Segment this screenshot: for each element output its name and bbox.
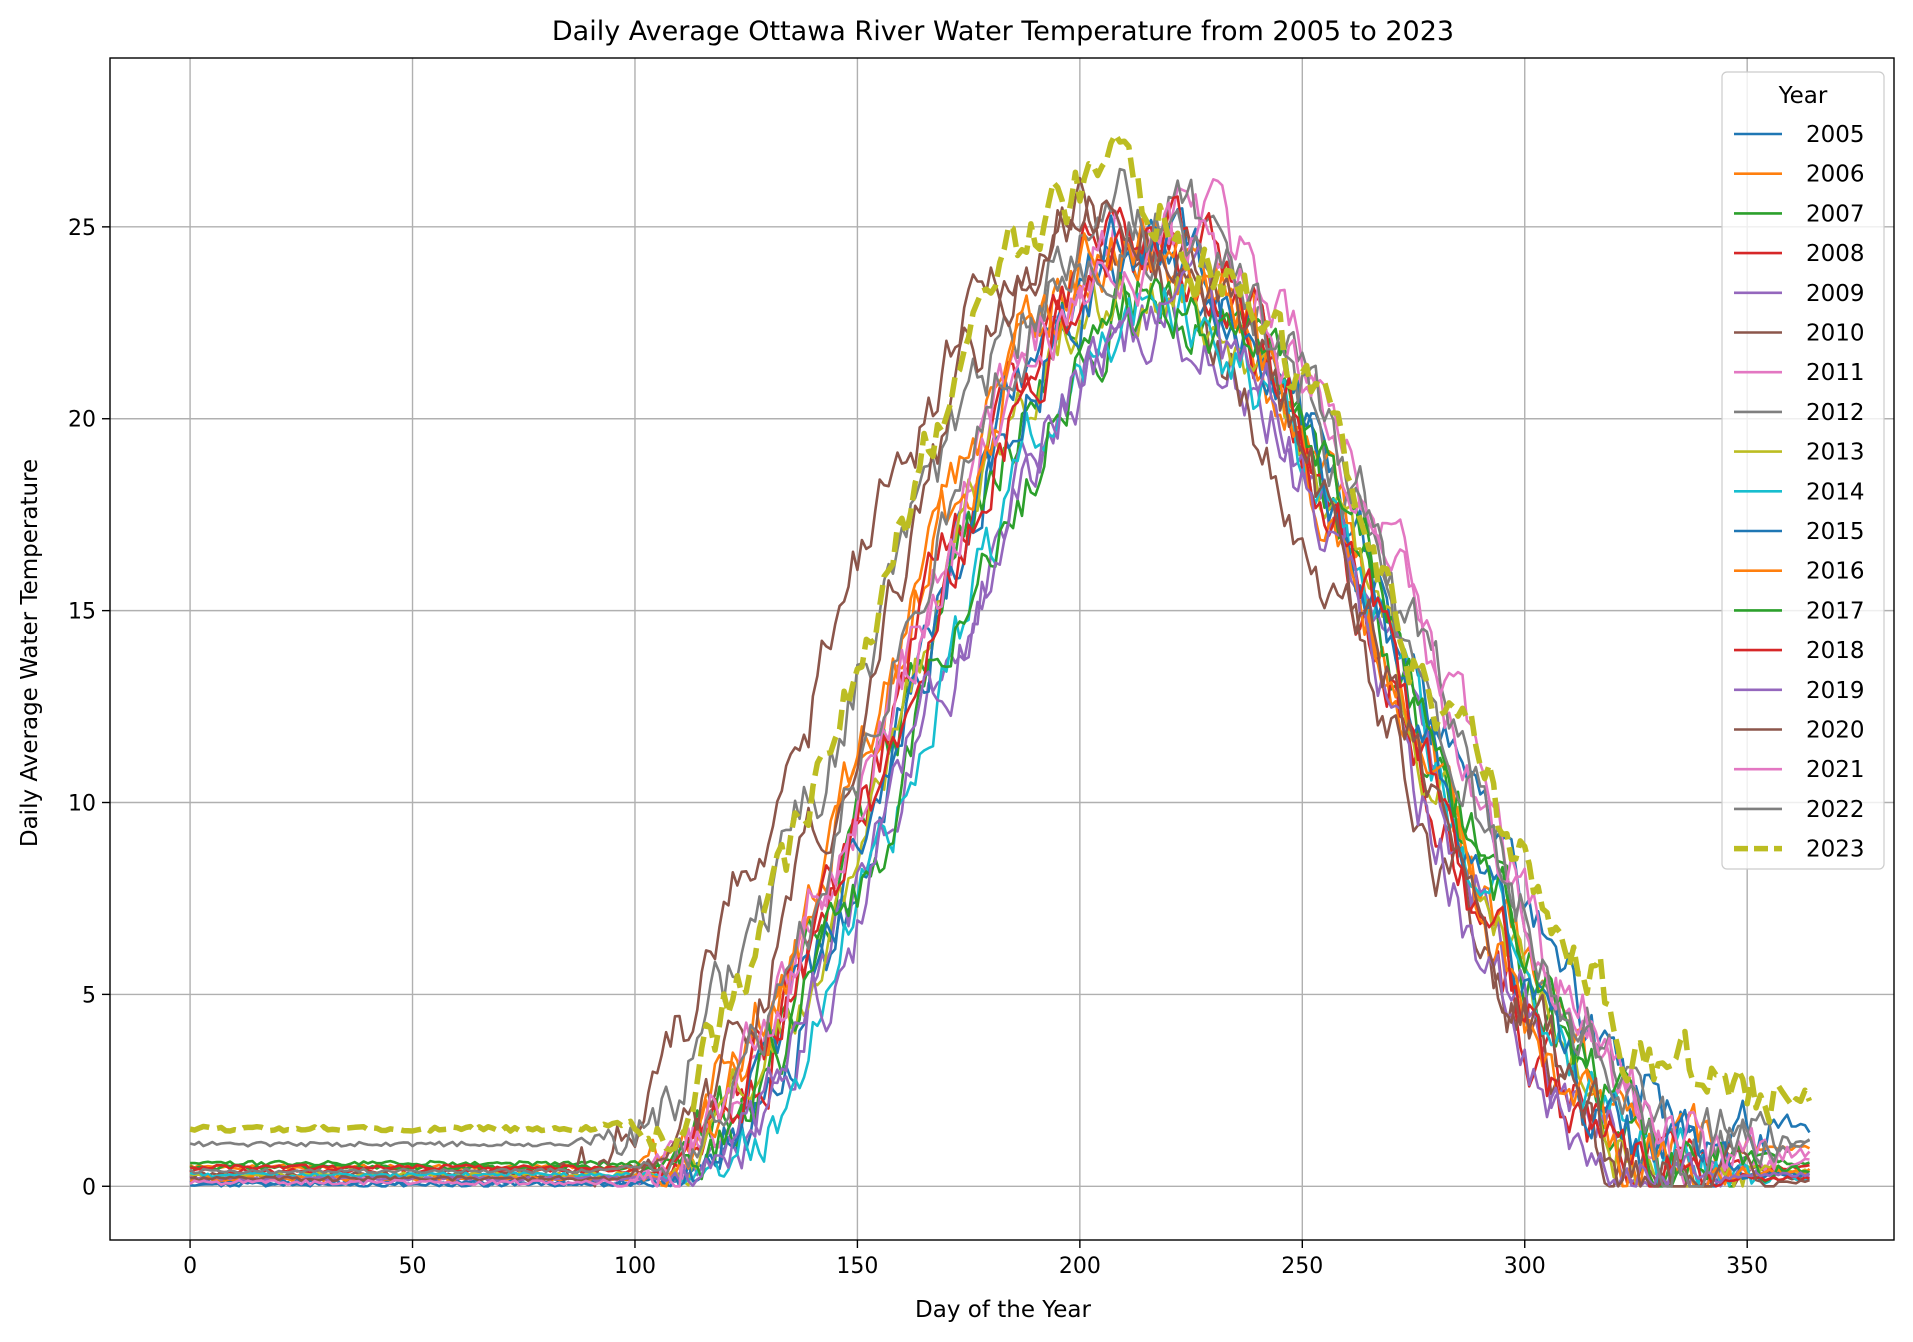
x-tick-label: 100	[614, 1254, 656, 1279]
x-axis-label: Day of the Year	[915, 1297, 1092, 1323]
legend-label-2008: 2008	[1806, 241, 1865, 267]
legend-label-2017: 2017	[1806, 598, 1865, 624]
legend-label-2019: 2019	[1806, 678, 1865, 704]
legend-frame	[1721, 71, 1885, 870]
legend-label-2021: 2021	[1806, 757, 1865, 783]
series-line-2020	[189, 176, 1810, 1188]
x-tick-label: 250	[1281, 1254, 1323, 1279]
legend-label-2015: 2015	[1806, 519, 1865, 545]
axis-ticks: 0 50 100 150 200 250 300 350 0 5 10 15 20 25	[68, 216, 1768, 1279]
legend-label-2023: 2023	[1806, 837, 1865, 863]
y-tick-label: 0	[82, 1175, 96, 1200]
y-tick-label: 5	[82, 983, 96, 1008]
legend-label-2010: 2010	[1806, 321, 1865, 347]
series-line-2022	[189, 208, 1811, 1188]
legend-label-2012: 2012	[1806, 400, 1865, 426]
legend-label-2013: 2013	[1806, 440, 1865, 466]
series-line-2017	[189, 271, 1810, 1188]
legend-label-2011: 2011	[1806, 360, 1865, 386]
y-axis-label: Daily Average Water Temperature	[17, 459, 43, 847]
x-tick-label: 300	[1504, 1254, 1546, 1279]
legend-label-2005: 2005	[1806, 122, 1865, 148]
legend-label-2020: 2020	[1806, 718, 1865, 744]
y-tick-label: 20	[68, 408, 96, 433]
legend-label-2006: 2006	[1806, 162, 1865, 188]
x-tick-label: 150	[836, 1254, 878, 1279]
x-tick-label: 0	[183, 1254, 197, 1279]
legend-label-2022: 2022	[1806, 797, 1865, 823]
legend-label-2016: 2016	[1806, 559, 1865, 585]
legend-label-2009: 2009	[1806, 281, 1865, 307]
series-lines	[189, 131, 1813, 1188]
series-line-2019	[189, 242, 1811, 1188]
y-tick-label: 10	[68, 792, 96, 817]
plot-frame	[109, 57, 1895, 1241]
series-line-2018	[190, 195, 1810, 1188]
x-tick-label: 350	[1726, 1254, 1768, 1279]
x-tick-label: 200	[1059, 1254, 1101, 1279]
legend-label-2014: 2014	[1806, 479, 1865, 505]
legend-label-2007: 2007	[1806, 201, 1865, 227]
series-line-2012	[189, 167, 1811, 1165]
series-line-2005	[190, 218, 1811, 1188]
legend: Year 2005 2006 2007 2008 2009 2010 2011 2012 2013…	[1721, 71, 1885, 870]
chart-title: Daily Average Ottawa River Water Tempera…	[552, 16, 1454, 47]
series-line-2023	[189, 131, 1813, 1153]
y-tick-label: 15	[68, 600, 96, 625]
legend-label-2018: 2018	[1806, 638, 1865, 664]
series-line-2021	[189, 201, 1811, 1188]
legend-title: Year	[1778, 83, 1828, 109]
x-tick-label: 50	[399, 1254, 427, 1279]
y-tick-label: 25	[68, 216, 96, 241]
